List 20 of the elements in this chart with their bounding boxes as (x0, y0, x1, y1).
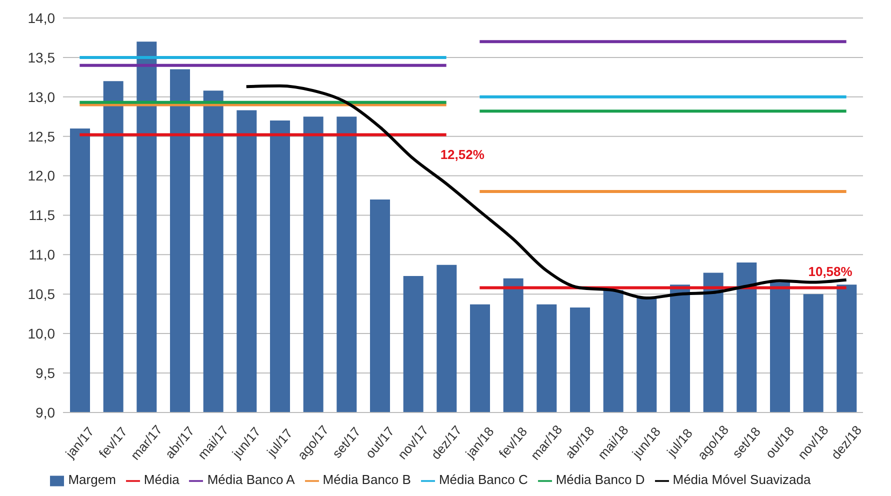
y-tick-label: 13,0 (28, 88, 56, 105)
y-tick-label: 10,5 (28, 286, 56, 302)
legend-label: Média (144, 472, 180, 488)
annotation: 12,52% (440, 146, 485, 162)
y-tick-label: 10,0 (28, 326, 56, 342)
legend-label: Média Banco D (556, 472, 645, 488)
y-tick-label: 9,0 (36, 404, 56, 420)
legend-label: Média Banco B (322, 472, 411, 488)
y-tick-label: 14,0 (28, 10, 56, 26)
y-tick-label: 11,0 (28, 246, 56, 263)
legend-label: Média Móvel Suavizada (672, 472, 811, 488)
y-tick-label: 12,0 (28, 168, 56, 184)
legend-label: Margem (68, 472, 116, 488)
legend-label: Média Banco A (207, 472, 295, 488)
y-tick-label: 13,5 (28, 49, 56, 66)
legend-label: Média Banco C (438, 472, 528, 488)
y-tick-label: 9,5 (36, 364, 56, 381)
y-tick-label: 11,5 (28, 207, 56, 224)
annotation: 10,58% (808, 264, 853, 279)
y-tick-label: 12,5 (28, 128, 56, 144)
